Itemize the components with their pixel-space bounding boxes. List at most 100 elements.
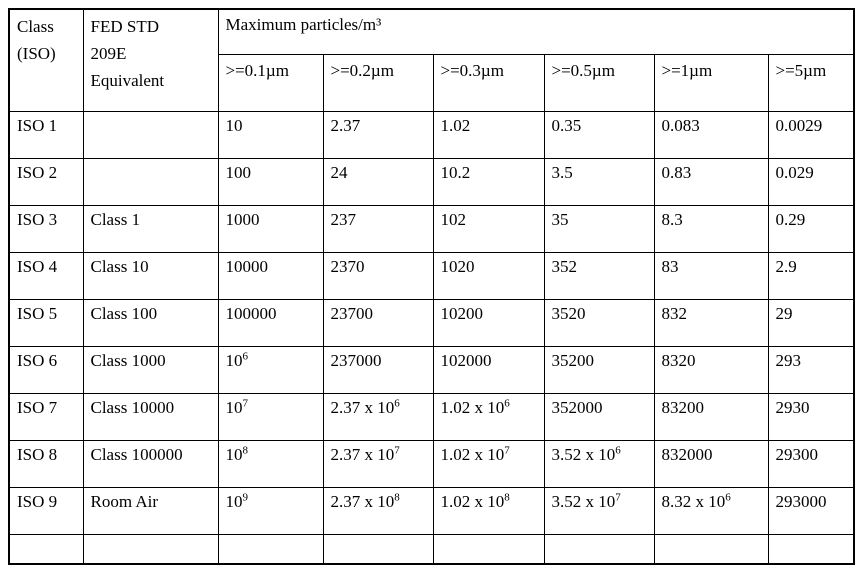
value-cell-0-5um: 3.52 x 106	[543, 439, 655, 488]
iso-class-cell: ISO 9	[8, 486, 84, 535]
header-col-5um: >=5µm	[767, 53, 855, 112]
empty-cell	[322, 533, 434, 565]
value-cell-0-3um: 10.2	[432, 157, 545, 206]
value-cell-0-2um: 24	[322, 157, 434, 206]
cropped-bottom-row	[8, 533, 855, 565]
value-cell-0-1um: 1000	[217, 204, 324, 253]
value-cell-0-3um: 1.02 x 106	[432, 392, 545, 441]
empty-cell	[653, 533, 769, 565]
fed-std-cell: Class 100000	[82, 439, 219, 488]
value-cell-0-5um: 3.5	[543, 157, 655, 206]
document-page: Class (ISO) FED STD 209E Equivalent Maxi…	[8, 8, 855, 565]
header-fed-std-equivalent: FED STD 209E Equivalent	[82, 8, 219, 112]
empty-cell	[8, 533, 84, 565]
value-cell-0-5um: 3.52 x 107	[543, 486, 655, 535]
value-cell-0-3um: 102	[432, 204, 545, 253]
iso-class-cell: ISO 6	[8, 345, 84, 394]
header-row-sizes: >=0.1µm >=0.2µm >=0.3µm >=0.5µm >=1µm >=…	[9, 53, 855, 112]
empty-cell	[767, 533, 855, 565]
value-cell-5um: 2.9	[767, 251, 855, 300]
fed-std-cell: Room Air	[82, 486, 219, 535]
value-cell-0-5um: 352	[543, 251, 655, 300]
iso-class-cell: ISO 5	[8, 298, 84, 347]
iso-class-cell: ISO 7	[8, 392, 84, 441]
value-cell-1um: 832	[653, 298, 769, 347]
value-cell-5um: 29300	[767, 439, 855, 488]
table-row: ISO 3 Class 1 1000 237 102 35 8.3 0.29	[8, 204, 855, 253]
value-cell-1um: 83200	[653, 392, 769, 441]
value-cell-1um: 8320	[653, 345, 769, 394]
value-cell-0-2um: 23700	[322, 298, 434, 347]
value-cell-1um: 0.083	[653, 110, 769, 159]
iso-class-cell: ISO 8	[8, 439, 84, 488]
value-cell-0-3um: 10200	[432, 298, 545, 347]
fed-std-cell	[82, 157, 219, 206]
fed-std-cell: Class 100	[82, 298, 219, 347]
value-cell-0-1um: 100000	[217, 298, 324, 347]
value-cell-5um: 0.029	[767, 157, 855, 206]
value-cell-0-5um: 35	[543, 204, 655, 253]
header-col-0-5um: >=0.5µm	[543, 53, 655, 112]
value-cell-0-3um: 102000	[432, 345, 545, 394]
value-cell-0-2um: 2.37	[322, 110, 434, 159]
value-cell-5um: 0.29	[767, 204, 855, 253]
value-cell-0-5um: 3520	[543, 298, 655, 347]
value-cell-5um: 293	[767, 345, 855, 394]
value-cell-0-3um: 1020	[432, 251, 545, 300]
empty-cell	[543, 533, 655, 565]
table-row: ISO 2 100 24 10.2 3.5 0.83 0.029	[8, 157, 855, 206]
value-cell-0-5um: 352000	[543, 392, 655, 441]
empty-cell	[432, 533, 545, 565]
table-row: ISO 5 Class 100 100000 23700 10200 3520 832 29	[8, 298, 855, 347]
value-cell-0-3um: 1.02 x 108	[432, 486, 545, 535]
table-row: ISO 4 Class 10 10000 2370 1020 352 83 2.9	[8, 251, 855, 300]
value-cell-5um: 2930	[767, 392, 855, 441]
fed-std-cell	[82, 110, 219, 159]
header-max-particles: Maximum particles/m³	[217, 8, 855, 55]
value-cell-0-1um: 109	[217, 486, 324, 535]
value-cell-0-1um: 10000	[217, 251, 324, 300]
table-row: ISO 7 Class 10000 107 2.37 x 106 1.02 x 106 3…	[8, 392, 855, 441]
table-row: ISO 8 Class 100000 108 2.37 x 107 1.02 x 107…	[8, 439, 855, 488]
header-class-iso: Class (ISO)	[8, 8, 84, 112]
value-cell-0-2um: 2.37 x 106	[322, 392, 434, 441]
value-cell-0-3um: 1.02 x 107	[432, 439, 545, 488]
empty-cell	[82, 533, 219, 565]
iso-class-cell: ISO 4	[8, 251, 84, 300]
value-cell-1um: 0.83	[653, 157, 769, 206]
value-cell-1um: 83	[653, 251, 769, 300]
value-cell-1um: 8.3	[653, 204, 769, 253]
table-row: ISO 6 Class 1000 106 237000 102000 35200 8320 2…	[8, 345, 855, 394]
value-cell-0-1um: 107	[217, 392, 324, 441]
value-cell-0-2um: 2.37 x 107	[322, 439, 434, 488]
value-cell-0-1um: 106	[217, 345, 324, 394]
value-cell-5um: 0.0029	[767, 110, 855, 159]
value-cell-0-2um: 2.37 x 108	[322, 486, 434, 535]
table-row: ISO 9 Room Air 109 2.37 x 108 1.02 x 108 3.52…	[8, 486, 855, 535]
value-cell-0-1um: 100	[217, 157, 324, 206]
value-cell-0-2um: 237000	[322, 345, 434, 394]
fed-std-cell: Class 10000	[82, 392, 219, 441]
value-cell-1um: 832000	[653, 439, 769, 488]
value-cell-5um: 29	[767, 298, 855, 347]
iso-class-cell: ISO 2	[8, 157, 84, 206]
iso-class-cell: ISO 1	[8, 110, 84, 159]
value-cell-5um: 293000	[767, 486, 855, 535]
value-cell-0-1um: 10	[217, 110, 324, 159]
value-cell-0-5um: 35200	[543, 345, 655, 394]
fed-std-cell: Class 1	[82, 204, 219, 253]
header-col-1um: >=1µm	[653, 53, 769, 112]
fed-std-cell: Class 1000	[82, 345, 219, 394]
table-body: ISO 1 10 2.37 1.02 0.35 0.083 0.0029 ISO 2 100 24…	[8, 110, 855, 565]
value-cell-0-1um: 108	[217, 439, 324, 488]
header-col-0-3um: >=0.3µm	[432, 53, 545, 112]
value-cell-0-3um: 1.02	[432, 110, 545, 159]
iso-cleanroom-class-table: Class (ISO) FED STD 209E Equivalent Maxi…	[8, 8, 855, 565]
value-cell-1um: 8.32 x 106	[653, 486, 769, 535]
fed-std-cell: Class 10	[82, 251, 219, 300]
empty-cell	[217, 533, 324, 565]
header-col-0-2um: >=0.2µm	[322, 53, 434, 112]
value-cell-0-5um: 0.35	[543, 110, 655, 159]
table-row: ISO 1 10 2.37 1.02 0.35 0.083 0.0029	[8, 110, 855, 159]
iso-class-cell: ISO 3	[8, 204, 84, 253]
